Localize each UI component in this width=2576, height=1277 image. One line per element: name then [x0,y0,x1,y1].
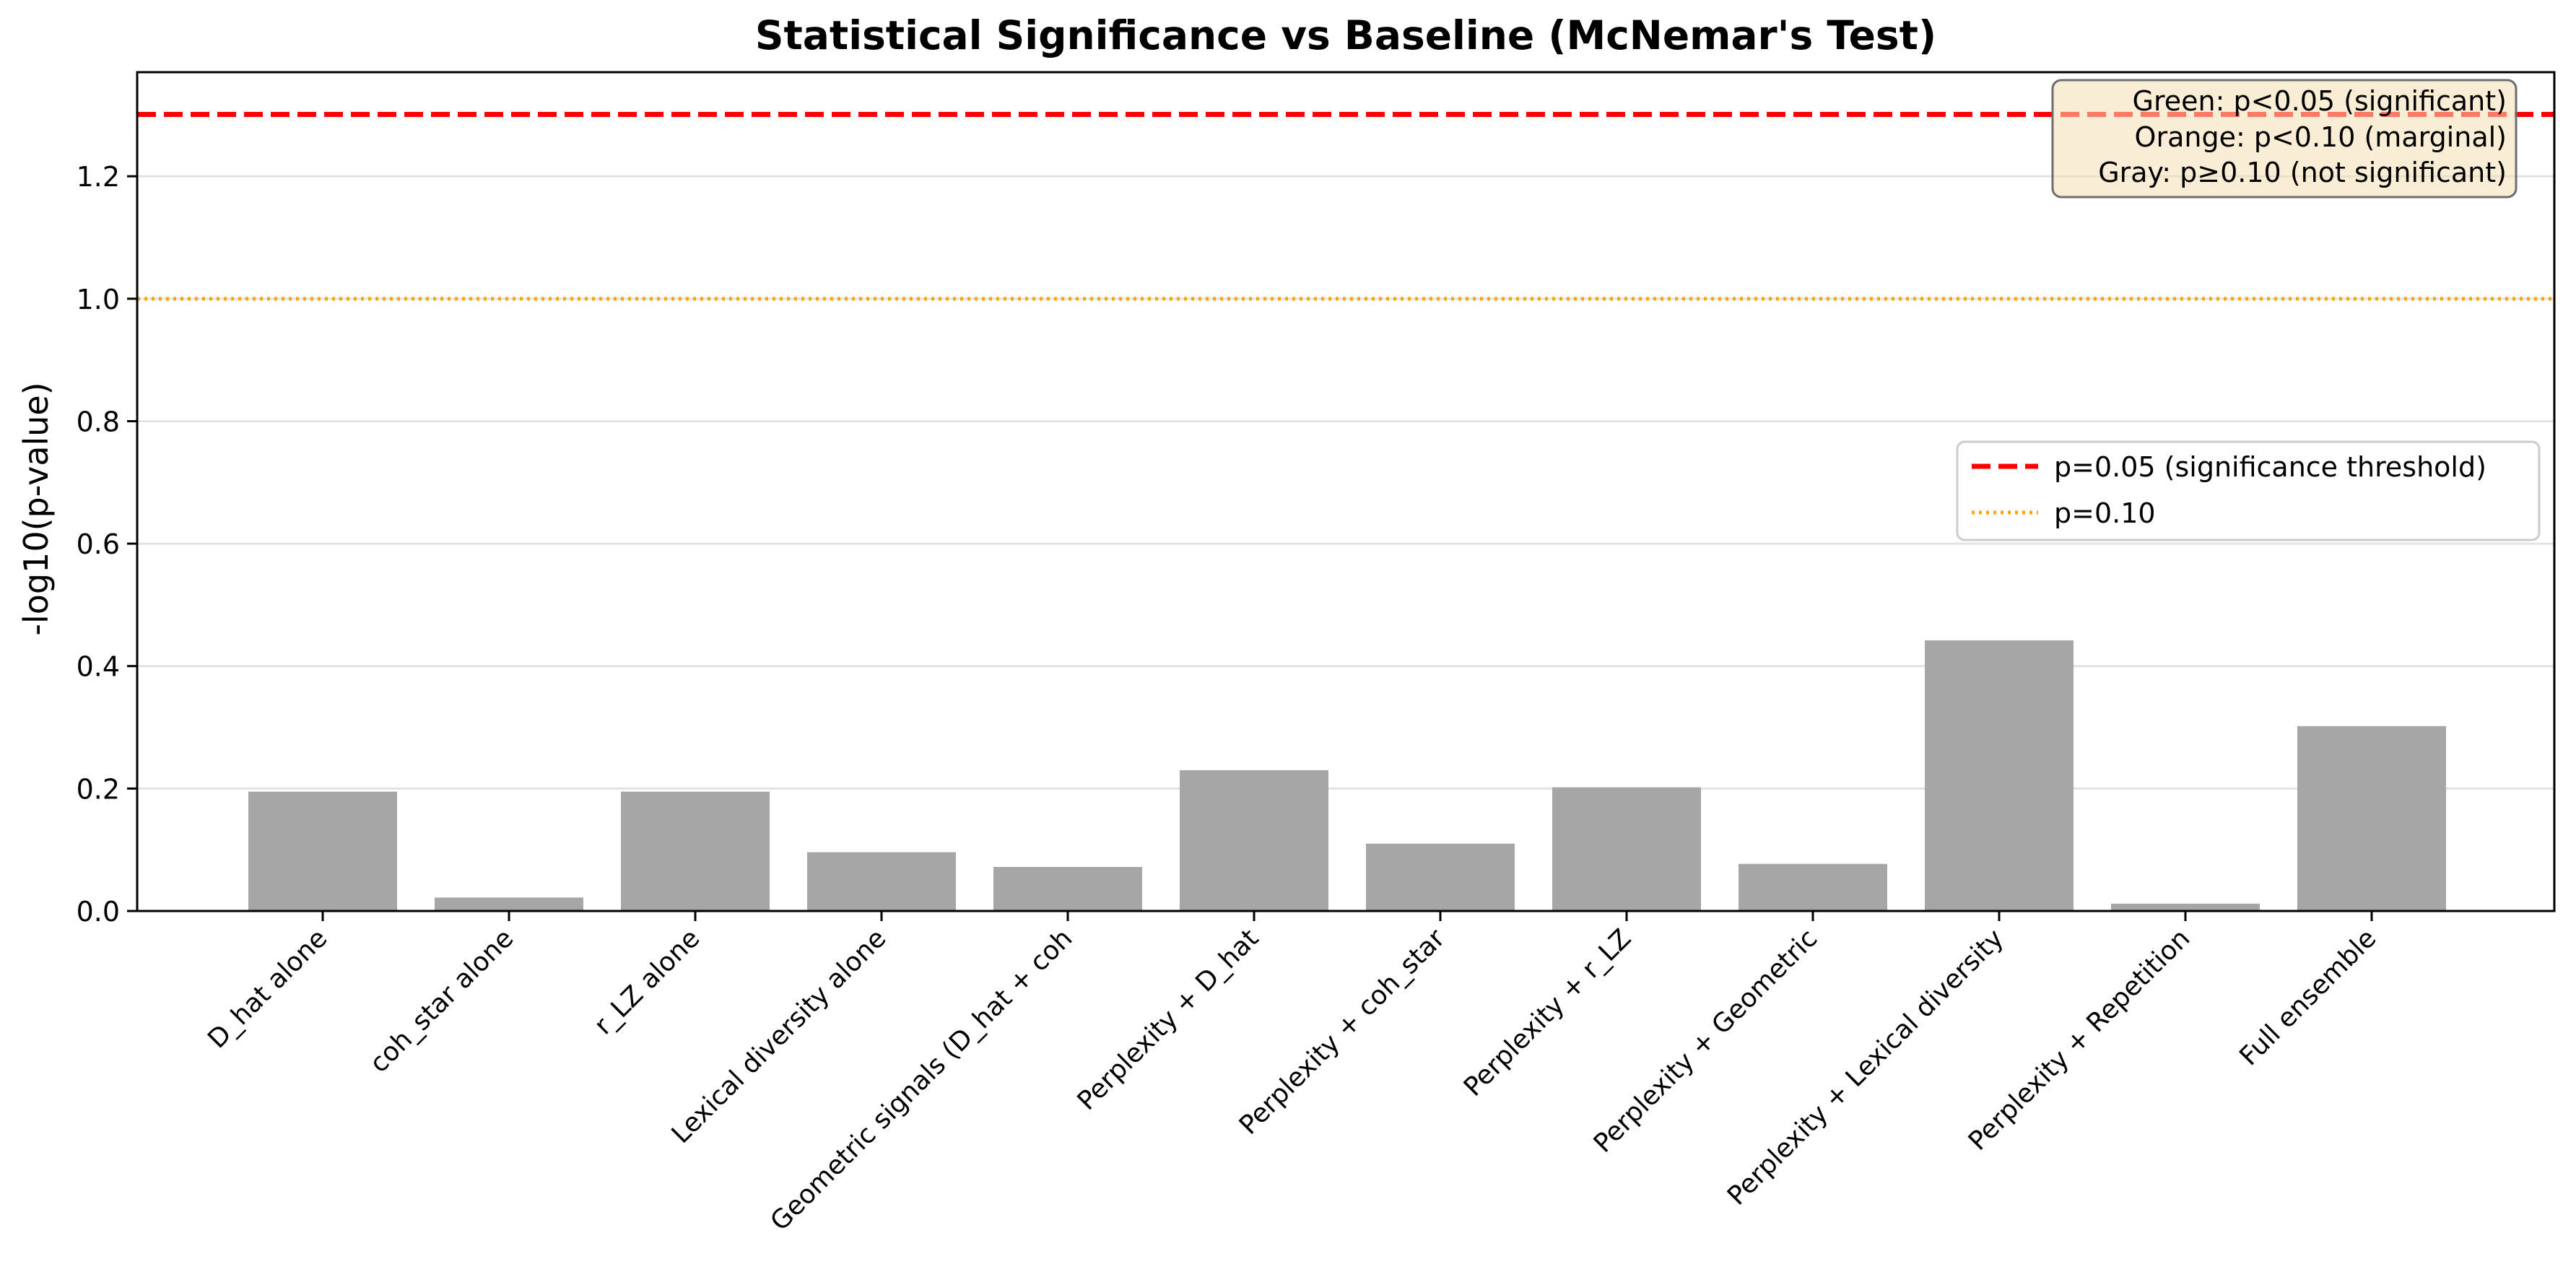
legend-label-marginal: p=0.10 [2054,497,2156,529]
legend-note-gray: Gray: p≥0.10 (not significant) [2098,157,2507,188]
legend-note-green: Green: p<0.05 (significant) [2133,85,2507,117]
y-tick-label: 1.2 [77,161,120,193]
bar [2297,725,2446,911]
bar [621,791,770,911]
y-axis: 0.0 0.2 0.4 0.6 0.8 1.0 1.2 [77,161,137,928]
chart-title: Statistical Significance vs Baseline (Mc… [755,12,1936,58]
bar [807,852,956,911]
bar [1552,787,1701,911]
legend-note-orange: Orange: p<0.10 (marginal) [2135,121,2507,153]
bars [248,640,2446,911]
bar [993,866,1142,911]
y-tick-label: 1.0 [77,284,120,315]
bar [1739,863,1887,911]
significance-legend-background [2051,79,2518,199]
y-tick-label: 0.6 [77,528,120,560]
bar [1180,770,1328,911]
y-axis-label: -log10(p-value) [17,382,56,635]
bar [2111,903,2260,911]
y-tick-label: 0.0 [77,896,120,928]
legend-label-significance: p=0.05 (significance threshold) [2054,451,2486,483]
y-tick-label: 0.8 [77,406,120,437]
significance-legend-box: Green: p<0.05 (significant) Orange: p<0.… [2051,79,2518,199]
line-legend: p=0.05 (significance threshold) p=0.10 [1956,440,2541,541]
y-tick-label: 0.4 [77,651,120,683]
bar [1366,843,1515,911]
bar [435,897,583,911]
bar [248,791,397,911]
plot-frame [136,71,2556,912]
bar [1925,640,2074,911]
y-tick-label: 0.2 [77,773,120,805]
line-legend-background [1956,440,2541,541]
